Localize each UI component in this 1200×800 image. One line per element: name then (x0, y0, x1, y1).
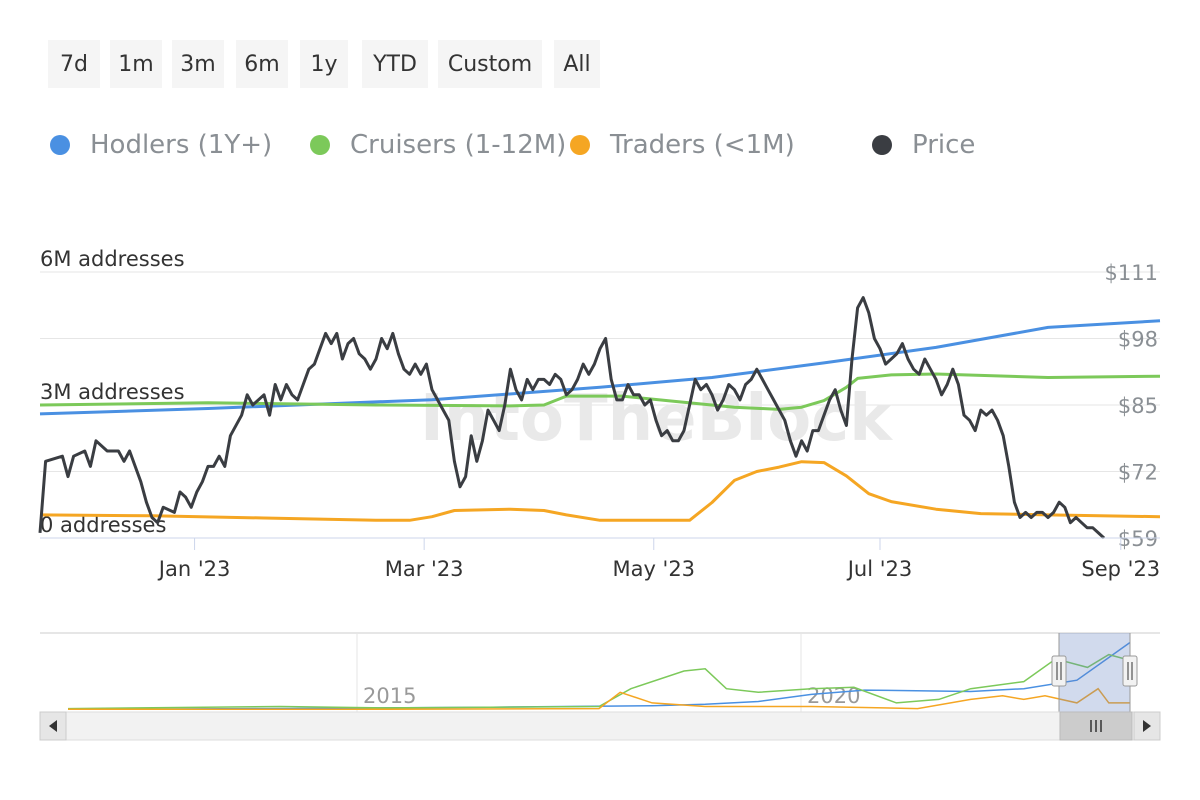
range-button-custom[interactable]: Custom (438, 40, 542, 88)
navigator: 2015 2020 (39, 632, 1161, 741)
navigator-handle[interactable] (1122, 655, 1138, 687)
right-axis: $59 $72 $85 $98 $111 (1105, 261, 1158, 551)
legend-item[interactable]: Traders (<1M) (570, 130, 795, 160)
x-axis: Jan '23 Mar '23 May '23 Jul '23 Sep '23 (40, 537, 1160, 581)
x-axis-tick-label: May '23 (612, 557, 695, 581)
legend-label: Hodlers (1Y+) (90, 130, 273, 160)
arrow-left-icon (49, 720, 57, 732)
scroll-right-button[interactable] (1133, 711, 1161, 741)
left-axis-tick-label: 6M addresses (40, 247, 185, 271)
range-button-all[interactable]: All (554, 40, 600, 88)
series-lines (38, 296, 1161, 540)
x-axis-tick-label: Jul '23 (846, 557, 913, 581)
right-axis-tick-label: $72 (1118, 461, 1158, 485)
legend-item[interactable]: Cruisers (1-12M) (310, 130, 566, 160)
navigator-tick-label: 2015 (363, 684, 416, 708)
right-axis-tick-label: $85 (1118, 394, 1158, 418)
scrollbar[interactable] (39, 711, 1161, 741)
scroll-left-button[interactable] (39, 711, 67, 741)
arrow-right-icon (1143, 720, 1151, 732)
x-axis-tick-label: Jan '23 (157, 557, 231, 581)
legend-marker-icon (310, 135, 330, 155)
legend-item[interactable]: Hodlers (1Y+) (50, 130, 272, 160)
right-axis-tick-label: $59 (1118, 527, 1158, 551)
range-button-1m[interactable]: 1m (110, 40, 162, 88)
navigator-line (67, 653, 1131, 710)
x-axis-tick-label: Sep '23 (1081, 557, 1160, 581)
legend-label: Cruisers (1-12M) (350, 130, 567, 160)
series-line-traders-m (39, 460, 1161, 522)
grid (40, 271, 1160, 472)
navigator-handle[interactable] (1051, 655, 1067, 687)
navigator-selection[interactable] (1059, 633, 1130, 712)
legend-label: Price (912, 130, 976, 160)
scroll-thumb[interactable] (1059, 711, 1133, 741)
series-line-hodlers-y (39, 319, 1161, 416)
right-axis-tick-label: $111 (1105, 261, 1158, 285)
range-button-1y[interactable]: 1y (300, 40, 348, 88)
x-axis-tick-label: Mar '23 (385, 557, 464, 581)
legend-marker-icon (50, 135, 70, 155)
navigator-line (68, 687, 1130, 711)
right-axis-tick-label: $98 (1118, 328, 1158, 352)
series-line-cruisers-m (39, 372, 1161, 411)
range-button-3m[interactable]: 3m (172, 40, 224, 88)
legend-marker-icon (570, 135, 590, 155)
legend-marker-icon (872, 135, 892, 155)
range-button-ytd[interactable]: YTD (362, 40, 428, 88)
series-line-price (38, 296, 1106, 540)
left-axis-tick-label: 3M addresses (40, 380, 185, 404)
range-button-7d[interactable]: 7d (48, 40, 100, 88)
legend-label: Traders (<1M) (610, 130, 795, 160)
range-button-6m[interactable]: 6m (236, 40, 288, 88)
legend-item[interactable]: Price (872, 130, 975, 160)
